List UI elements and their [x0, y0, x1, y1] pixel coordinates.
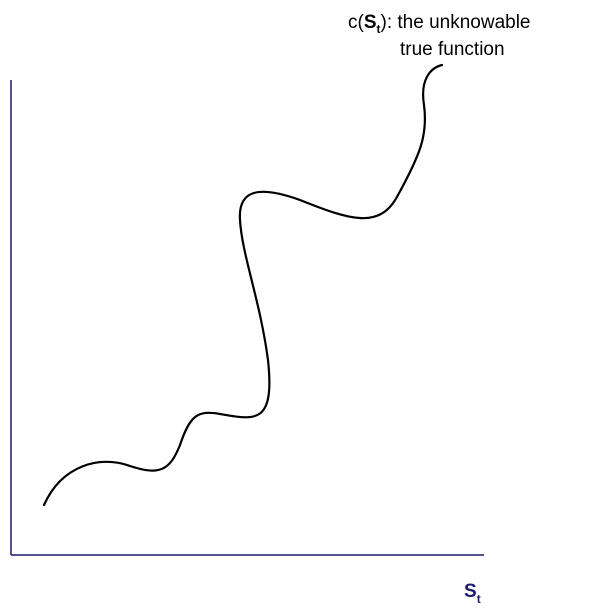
true-function-curve [42, 63, 444, 507]
x-axis-label: St [464, 581, 481, 606]
curve-label-line2: true function [400, 39, 505, 60]
curve-label-line1: c(St): the unknowable [348, 12, 531, 36]
axes [10, 80, 484, 556]
